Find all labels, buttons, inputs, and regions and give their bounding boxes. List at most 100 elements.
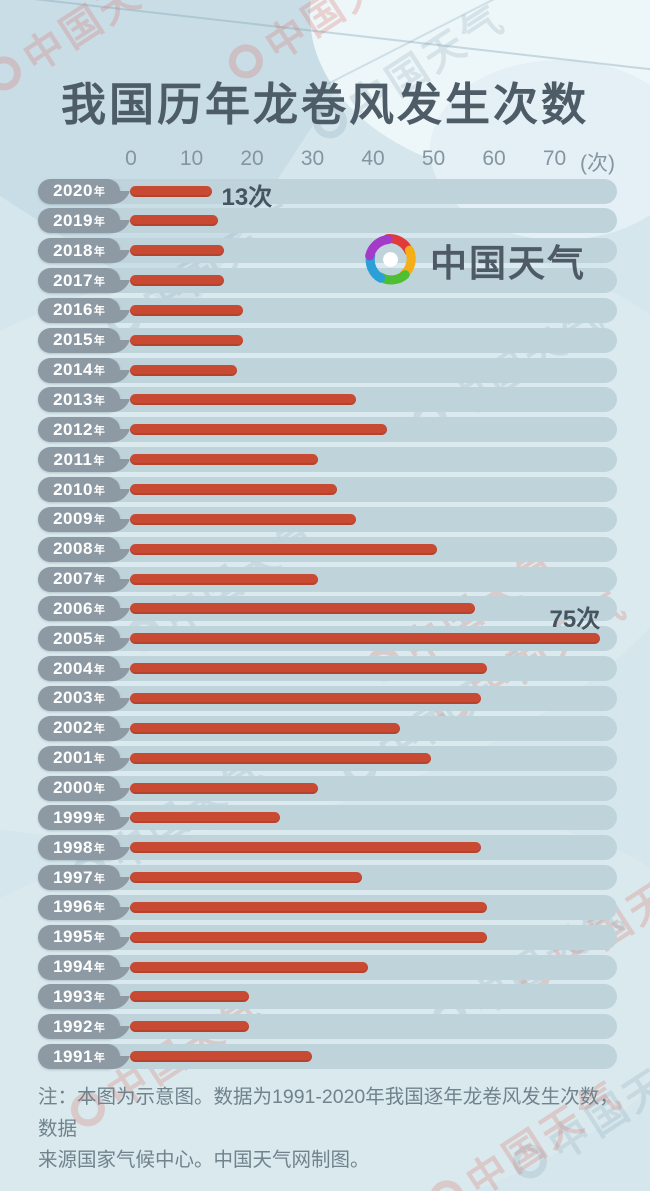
- bar: [130, 692, 482, 704]
- bar: [130, 842, 482, 854]
- year-label: 1993: [53, 986, 93, 1006]
- year-label-pill: 2019 年: [38, 208, 120, 234]
- bar: [130, 812, 281, 824]
- bar: [130, 603, 475, 615]
- bar: [130, 782, 319, 794]
- year-label-pill: 2010 年: [38, 477, 120, 502]
- year-suffix-label: 年: [93, 812, 105, 825]
- year-suffix-label: 年: [93, 424, 105, 437]
- year-label-pill: 2001 年: [38, 745, 120, 771]
- year-label: 2001: [53, 748, 93, 768]
- year-label: 2016: [53, 300, 93, 320]
- year-label: 1995: [53, 927, 93, 947]
- axis-tick-label: 70: [542, 147, 567, 170]
- year-label: 2015: [53, 330, 93, 350]
- footnote-line: 来源国家气候中心。中国天气网制图。: [38, 1149, 370, 1172]
- year-label-pill: 2017 年: [38, 268, 120, 294]
- year-label-pill: 2011 年: [38, 447, 120, 473]
- bar: [130, 364, 237, 376]
- year-suffix-label: 年: [93, 544, 105, 557]
- year-label: 2006: [53, 598, 93, 618]
- year-suffix-label: 年: [93, 514, 105, 527]
- bar: [130, 1051, 312, 1063]
- bar-value-label: 75次: [549, 606, 601, 634]
- year-label: 2017: [53, 270, 93, 290]
- year-suffix-label: 年: [93, 693, 105, 706]
- year-suffix-label: 年: [93, 991, 105, 1004]
- year-suffix-label: 年: [93, 932, 105, 945]
- footnote-line: 注：本图为示意图。数据为1991-2020年我国逐年龙卷风发生次数，数据: [38, 1086, 619, 1140]
- year-label: 1998: [53, 837, 93, 857]
- year-label-pill: 2005 年: [38, 626, 120, 652]
- bar: [130, 245, 225, 257]
- axis-tick-label: 0: [125, 147, 137, 170]
- year-label: 1999: [53, 807, 93, 827]
- bar: [130, 722, 400, 734]
- year-label-pill: 2004 年: [38, 656, 120, 682]
- year-label: 1997: [53, 867, 93, 887]
- year-label-pill: 2008 年: [38, 536, 120, 562]
- year-label: 1991: [53, 1046, 93, 1066]
- bar: [130, 304, 243, 316]
- axis-unit-label: (次): [580, 152, 615, 175]
- year-suffix-label: 年: [93, 723, 105, 736]
- year-label: 2011: [53, 449, 93, 469]
- year-label-pill: 1992 年: [38, 1014, 120, 1040]
- year-label-pill: 1993 年: [38, 984, 120, 1010]
- year-suffix-label: 年: [93, 902, 105, 915]
- year-suffix-label: 年: [93, 305, 105, 318]
- bar: [130, 185, 212, 197]
- year-suffix-label: 年: [93, 335, 105, 348]
- axis-tick-label: 50: [421, 147, 446, 170]
- bar: [130, 872, 362, 884]
- year-label: 2005: [53, 628, 93, 648]
- year-label: 2014: [53, 360, 93, 380]
- bar: [130, 484, 337, 495]
- year-label-pill: 2015 年: [38, 327, 120, 353]
- page-title: 我国历年龙卷风发生次数: [60, 79, 589, 130]
- year-label: 2013: [53, 389, 93, 409]
- year-label-pill: 1995 年: [38, 924, 120, 950]
- year-label: 2008: [53, 539, 93, 559]
- year-label: 2009: [53, 509, 93, 529]
- year-label-pill: 1994 年: [38, 954, 120, 980]
- year-suffix-label: 年: [93, 365, 105, 378]
- bar: [130, 573, 319, 585]
- bar-value-label: 13次: [221, 183, 273, 211]
- year-label-pill: 1991 年: [38, 1044, 120, 1070]
- year-suffix-label: 年: [93, 842, 105, 855]
- bar: [130, 334, 243, 346]
- year-label-pill: 2018 年: [38, 238, 120, 264]
- year-suffix-label: 年: [93, 245, 105, 258]
- year-suffix-label: 年: [93, 663, 105, 676]
- year-suffix-label: 年: [93, 484, 105, 497]
- year-label: 2010: [53, 479, 93, 499]
- year-label-pill: 2014 年: [38, 357, 120, 383]
- brand-logo-text: 中国天气: [430, 242, 586, 284]
- year-suffix-label: 年: [93, 186, 105, 198]
- year-suffix-label: 年: [93, 275, 105, 288]
- bar: [130, 424, 388, 436]
- year-label: 2012: [53, 419, 93, 439]
- footnote: 注：本图为示意图。数据为1991-2020年我国逐年龙卷风发生次数，数据 来源国…: [38, 1082, 620, 1177]
- year-suffix-label: 年: [93, 1051, 105, 1064]
- year-label-pill: 2002 年: [38, 715, 120, 741]
- bar: [130, 931, 488, 943]
- year-label: 2000: [53, 778, 93, 797]
- year-label-pill: 2013 年: [38, 387, 120, 413]
- axis-tick-label: 20: [240, 147, 264, 170]
- year-label: 2018: [53, 240, 93, 260]
- year-label: 2002: [53, 718, 93, 738]
- year-label-pill: 2016 年: [38, 297, 120, 323]
- brand-logo: 中国天气: [362, 231, 586, 288]
- bar: [130, 633, 601, 645]
- year-suffix-label: 年: [93, 215, 105, 228]
- year-suffix-label: 年: [93, 783, 105, 795]
- year-suffix-label: 年: [93, 574, 105, 587]
- pinwheel-icon: [365, 234, 416, 285]
- year-label-pill: 2009 年: [38, 506, 120, 532]
- year-label: 1994: [53, 957, 93, 977]
- bar: [130, 663, 488, 675]
- axis-tick-label: 30: [300, 147, 325, 170]
- axis-tick-label: 40: [361, 147, 385, 170]
